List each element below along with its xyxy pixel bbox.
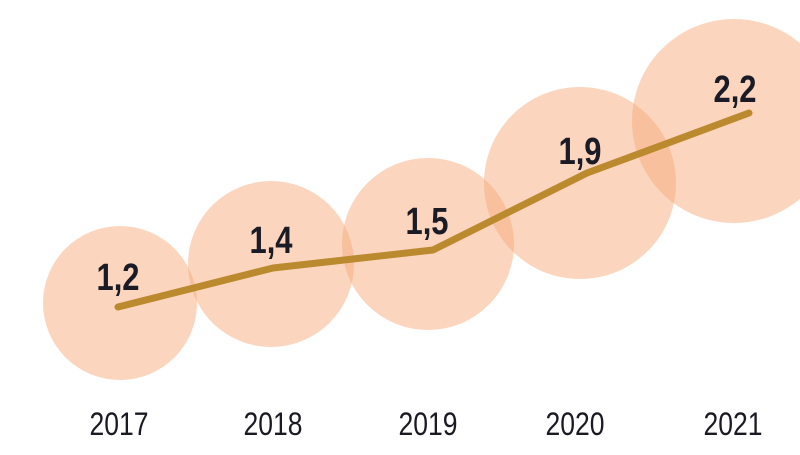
bubble-2019 xyxy=(342,158,514,330)
value-label-2020: 1,9 xyxy=(559,131,602,173)
value-label-2018: 1,4 xyxy=(250,220,293,262)
value-label-2017: 1,2 xyxy=(97,257,140,299)
bubble-2021 xyxy=(632,19,800,223)
value-label-2019: 1,5 xyxy=(406,201,449,243)
trend-line xyxy=(114,109,753,311)
bubble-line-chart: 1,2 2017 1,4 2018 1,5 2019 1,9 2020 2,2 2021 xyxy=(40,16,800,439)
bubble-2020 xyxy=(484,87,676,279)
bubble-2018 xyxy=(188,181,354,347)
value-label-2021: 2,2 xyxy=(714,69,757,111)
